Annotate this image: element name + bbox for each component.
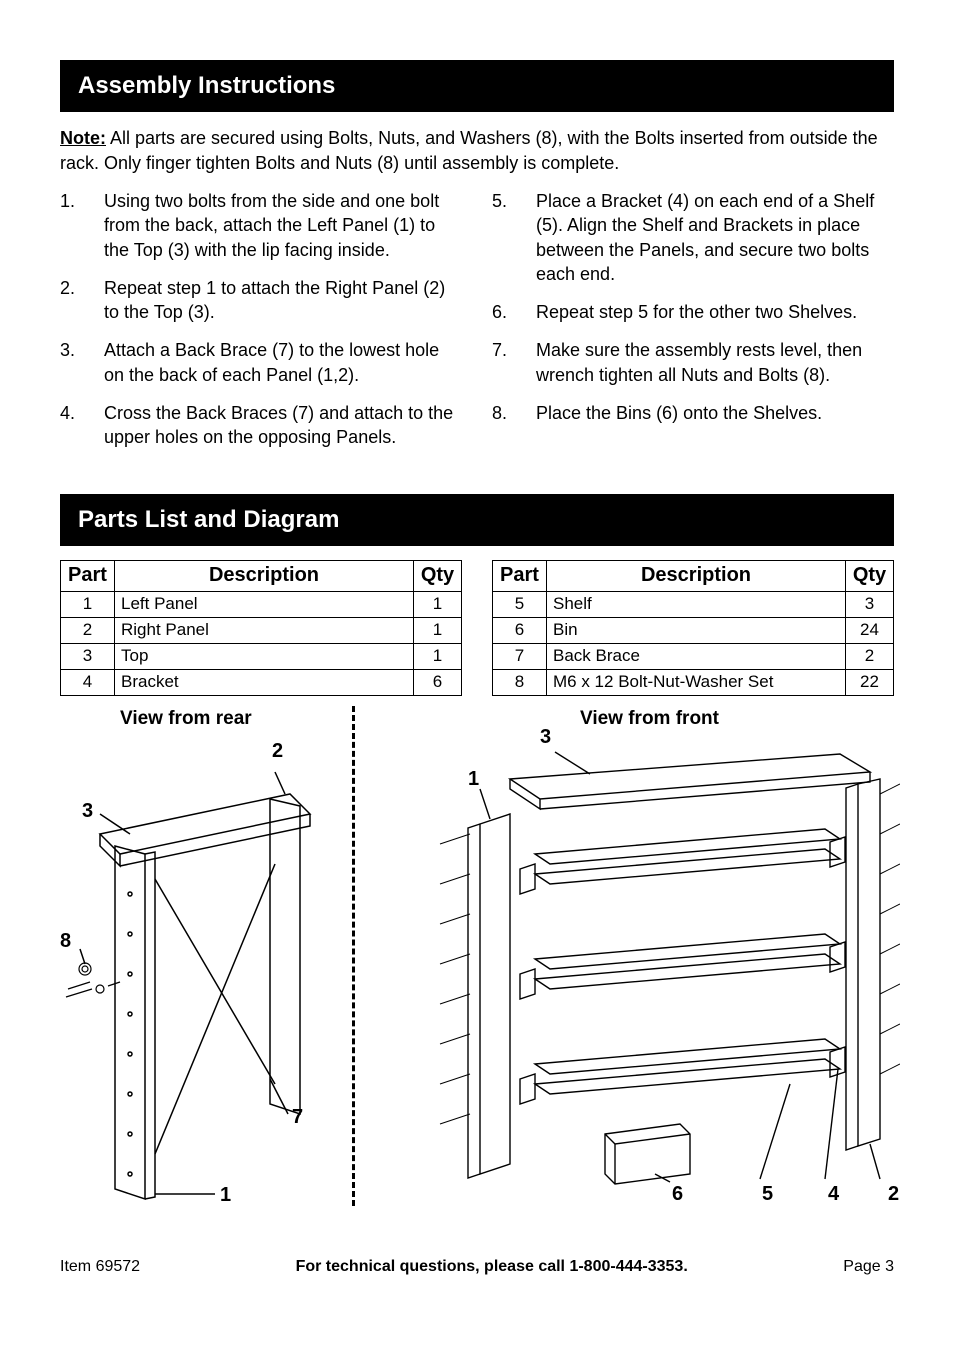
callout-f3: 3 <box>540 724 551 751</box>
th-part: Part <box>61 561 115 592</box>
parts-table-left: Part Description Qty 1Left Panel1 2Right… <box>60 560 462 696</box>
note-label: Note: <box>60 128 106 148</box>
front-diagram-svg <box>380 734 900 1204</box>
note-paragraph: Note: All parts are secured using Bolts,… <box>60 126 894 175</box>
callout-f6: 6 <box>672 1181 683 1208</box>
footer-page: Page 3 <box>843 1256 894 1278</box>
callout-7: 7 <box>292 1104 303 1131</box>
table-row: 5Shelf3 <box>493 592 894 618</box>
th-qty: Qty <box>846 561 894 592</box>
th-desc: Description <box>115 561 414 592</box>
step-item: Place a Bracket (4) on each end of a She… <box>492 189 894 286</box>
step-item: Repeat step 1 to attach the Right Panel … <box>60 276 462 325</box>
steps-right: Place a Bracket (4) on each end of a She… <box>492 189 894 425</box>
parts-table-right: Part Description Qty 5Shelf3 6Bin24 7Bac… <box>492 560 894 696</box>
rear-diagram-svg <box>60 734 340 1204</box>
step-item: Repeat step 5 for the other two Shelves. <box>492 300 894 324</box>
table-row: 3Top1 <box>61 643 462 669</box>
table-row: 6Bin24 <box>493 617 894 643</box>
page-footer: Item 69572 For technical questions, plea… <box>60 1256 894 1278</box>
view-label-rear: View from rear <box>120 706 252 732</box>
callout-8: 8 <box>60 928 71 955</box>
step-item: Using two bolts from the side and one bo… <box>60 189 462 262</box>
th-desc: Description <box>547 561 846 592</box>
step-item: Attach a Back Brace (7) to the lowest ho… <box>60 338 462 387</box>
table-row: 7Back Brace2 <box>493 643 894 669</box>
table-row: 8M6 x 12 Bolt-Nut-Washer Set22 <box>493 669 894 695</box>
table-row: 4Bracket6 <box>61 669 462 695</box>
diagram-divider <box>352 706 355 1206</box>
callout-f5: 5 <box>762 1181 773 1208</box>
table-row: 1Left Panel1 <box>61 592 462 618</box>
note-text: All parts are secured using Bolts, Nuts,… <box>60 128 878 172</box>
assembly-header: Assembly Instructions <box>60 60 894 112</box>
callout-f4: 4 <box>828 1181 839 1208</box>
callout-1: 1 <box>220 1182 231 1209</box>
view-label-front: View from front <box>580 706 719 732</box>
footer-phone: For technical questions, please call 1-8… <box>296 1256 688 1278</box>
parts-tables: Part Description Qty 1Left Panel1 2Right… <box>60 560 894 696</box>
steps-columns: Using two bolts from the side and one bo… <box>60 189 894 464</box>
callout-f2: 2 <box>888 1181 899 1208</box>
step-item: Cross the Back Braces (7) and attach to … <box>60 401 462 450</box>
footer-item: Item 69572 <box>60 1256 140 1278</box>
steps-left: Using two bolts from the side and one bo… <box>60 189 462 450</box>
step-item: Make sure the assembly rests level, then… <box>492 338 894 387</box>
th-part: Part <box>493 561 547 592</box>
th-qty: Qty <box>414 561 462 592</box>
callout-2: 2 <box>272 738 283 765</box>
parts-header: Parts List and Diagram <box>60 494 894 546</box>
callout-3: 3 <box>82 798 93 825</box>
table-row: 2Right Panel1 <box>61 617 462 643</box>
step-item: Place the Bins (6) onto the Shelves. <box>492 401 894 425</box>
diagram-area: View from rear View from front <box>60 706 894 1216</box>
callout-f1: 1 <box>468 766 479 793</box>
